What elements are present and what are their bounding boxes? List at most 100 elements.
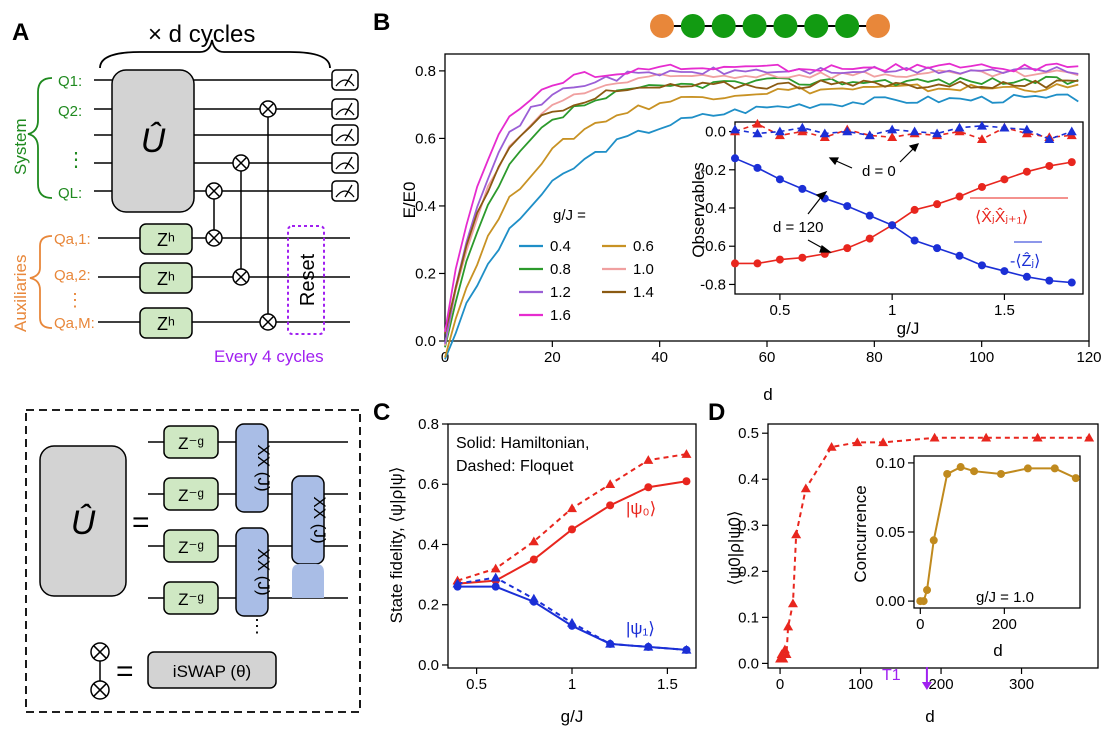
triangle-marker: [643, 641, 654, 651]
circle-marker: [798, 184, 807, 193]
triangle-marker: [681, 449, 692, 458]
triangle-marker: [819, 128, 830, 138]
xx-label-3: XX (J): [310, 496, 329, 543]
triangle-marker: [781, 649, 792, 658]
circle-marker: [843, 244, 852, 253]
circle-marker: [753, 163, 762, 172]
equals-sign: =: [132, 506, 150, 539]
triangle-marker: [730, 124, 740, 134]
chain-qubit: [835, 14, 860, 38]
aux-brace: [29, 235, 53, 329]
y-tick-label: 0.2: [415, 265, 436, 282]
otimes-x2: [261, 102, 275, 116]
y-tick-label: 0.0: [738, 655, 759, 672]
circle-marker: [1023, 464, 1032, 473]
circle-marker: [798, 253, 807, 262]
circle-marker: [568, 525, 576, 534]
y-tick-label: 0.5: [738, 425, 759, 442]
triangle-marker: [490, 563, 501, 573]
y-tick-label: 0.4: [418, 536, 439, 553]
triangle-marker: [1044, 134, 1055, 143]
triangle-marker: [681, 644, 692, 654]
inset-line: [735, 161, 1072, 265]
circle-marker: [888, 221, 897, 230]
triangle-marker: [800, 483, 811, 493]
circle-marker: [955, 251, 964, 260]
x-tick-label: 200: [929, 676, 954, 693]
y-tick-label: 0.1: [738, 609, 759, 626]
xx-label-2: XX (J): [254, 548, 273, 595]
x-tick-label: 1: [888, 302, 896, 319]
aux-label: Auxiliaries: [11, 255, 30, 332]
aux-qubit-label-M: Qa,M:: [54, 315, 95, 332]
chain-qubit: [742, 14, 767, 38]
triangle-marker: [783, 621, 794, 631]
circle-marker: [644, 483, 653, 492]
qubit-label-L: QL:: [58, 185, 82, 202]
circle-marker: [929, 536, 938, 545]
legend-title: g/J =: [553, 207, 586, 224]
triangle-marker: [999, 122, 1010, 132]
measure-needle: [344, 156, 353, 170]
circle-marker: [1022, 167, 1031, 176]
x-tick-label: 100: [969, 349, 994, 366]
t1-label: T1: [882, 667, 901, 684]
triangle-marker: [1066, 126, 1077, 136]
inset-b-frame: [734, 121, 1084, 295]
zh-label-3: Zʰ: [157, 314, 175, 334]
triangle-marker: [787, 598, 798, 608]
circle-marker: [977, 261, 986, 270]
xx-gates: [235, 423, 325, 617]
triangle-marker: [605, 638, 616, 648]
x-tick-label: 200: [992, 616, 1017, 633]
chart-d: 0 100 200 300 0.0 0.1 0.2 0.3 0.4 0.5: [738, 423, 1099, 693]
circle-marker: [923, 586, 932, 595]
t1-arrow: [921, 667, 932, 690]
x-tick-label: 60: [759, 349, 776, 366]
chart-b-xlabel: d: [763, 385, 772, 404]
legend-label: 1.6: [550, 307, 571, 324]
series-line-1.6: [444, 62, 1079, 332]
circle-marker: [1050, 464, 1059, 473]
measure-needle: [344, 184, 353, 198]
y-tick-label: 0.8: [418, 416, 439, 433]
legend-label: 1.0: [633, 261, 654, 278]
inset-b-ylabel: Observables: [689, 162, 708, 257]
otimes-x2: [207, 231, 221, 245]
zg-label-1: Z⁻ᵍ: [178, 434, 204, 453]
aux-qubit-label-2: Qa,2:: [54, 267, 91, 284]
y-tick-label: 0.05: [876, 524, 905, 541]
circle-marker: [1067, 278, 1076, 287]
triangle-marker: [1032, 432, 1043, 442]
chart-d-ylabel: ⟨ψ0|ρ|ψ0⟩: [725, 511, 744, 586]
circle-marker: [910, 205, 919, 214]
x-tick-label: 0: [776, 676, 784, 693]
x-tick-label: 1.5: [994, 302, 1015, 319]
circle-marker: [606, 501, 615, 510]
chart-d-xlabel: d: [925, 707, 934, 726]
x-tick-label: 100: [848, 676, 873, 693]
otimes-x2: [234, 270, 248, 284]
cycles-label: × d cycles: [148, 21, 255, 48]
triangle-marker: [490, 572, 501, 582]
triangle-marker: [887, 124, 898, 134]
panel-a-label: A: [12, 19, 29, 46]
otimes-symbols: [205, 100, 277, 331]
circle-marker: [529, 555, 538, 564]
circle-marker: [943, 469, 952, 478]
y-tick-label: -0.2: [700, 162, 726, 179]
zh-label-2: Zʰ: [157, 269, 175, 289]
chart-c-ylabel: State fidelity, ⟨ψ|ρ|ψ⟩: [387, 467, 406, 624]
series-line-0.8: [444, 75, 1079, 348]
y-tick-label: 0.2: [418, 597, 439, 614]
label-z: -⟨Ẑⱼ⟩: [1010, 251, 1040, 270]
otimes-x2: [234, 156, 248, 170]
decomp-dots: ⋮: [248, 616, 266, 636]
y-tick-label: -0.6: [700, 238, 726, 255]
triangle-marker: [643, 455, 654, 464]
annotation-d0: d = 0: [862, 163, 896, 180]
otimes-x2: [93, 683, 107, 697]
inset-b-xlabel: g/J: [897, 319, 920, 338]
xx-label-1: XX (J): [254, 444, 273, 491]
